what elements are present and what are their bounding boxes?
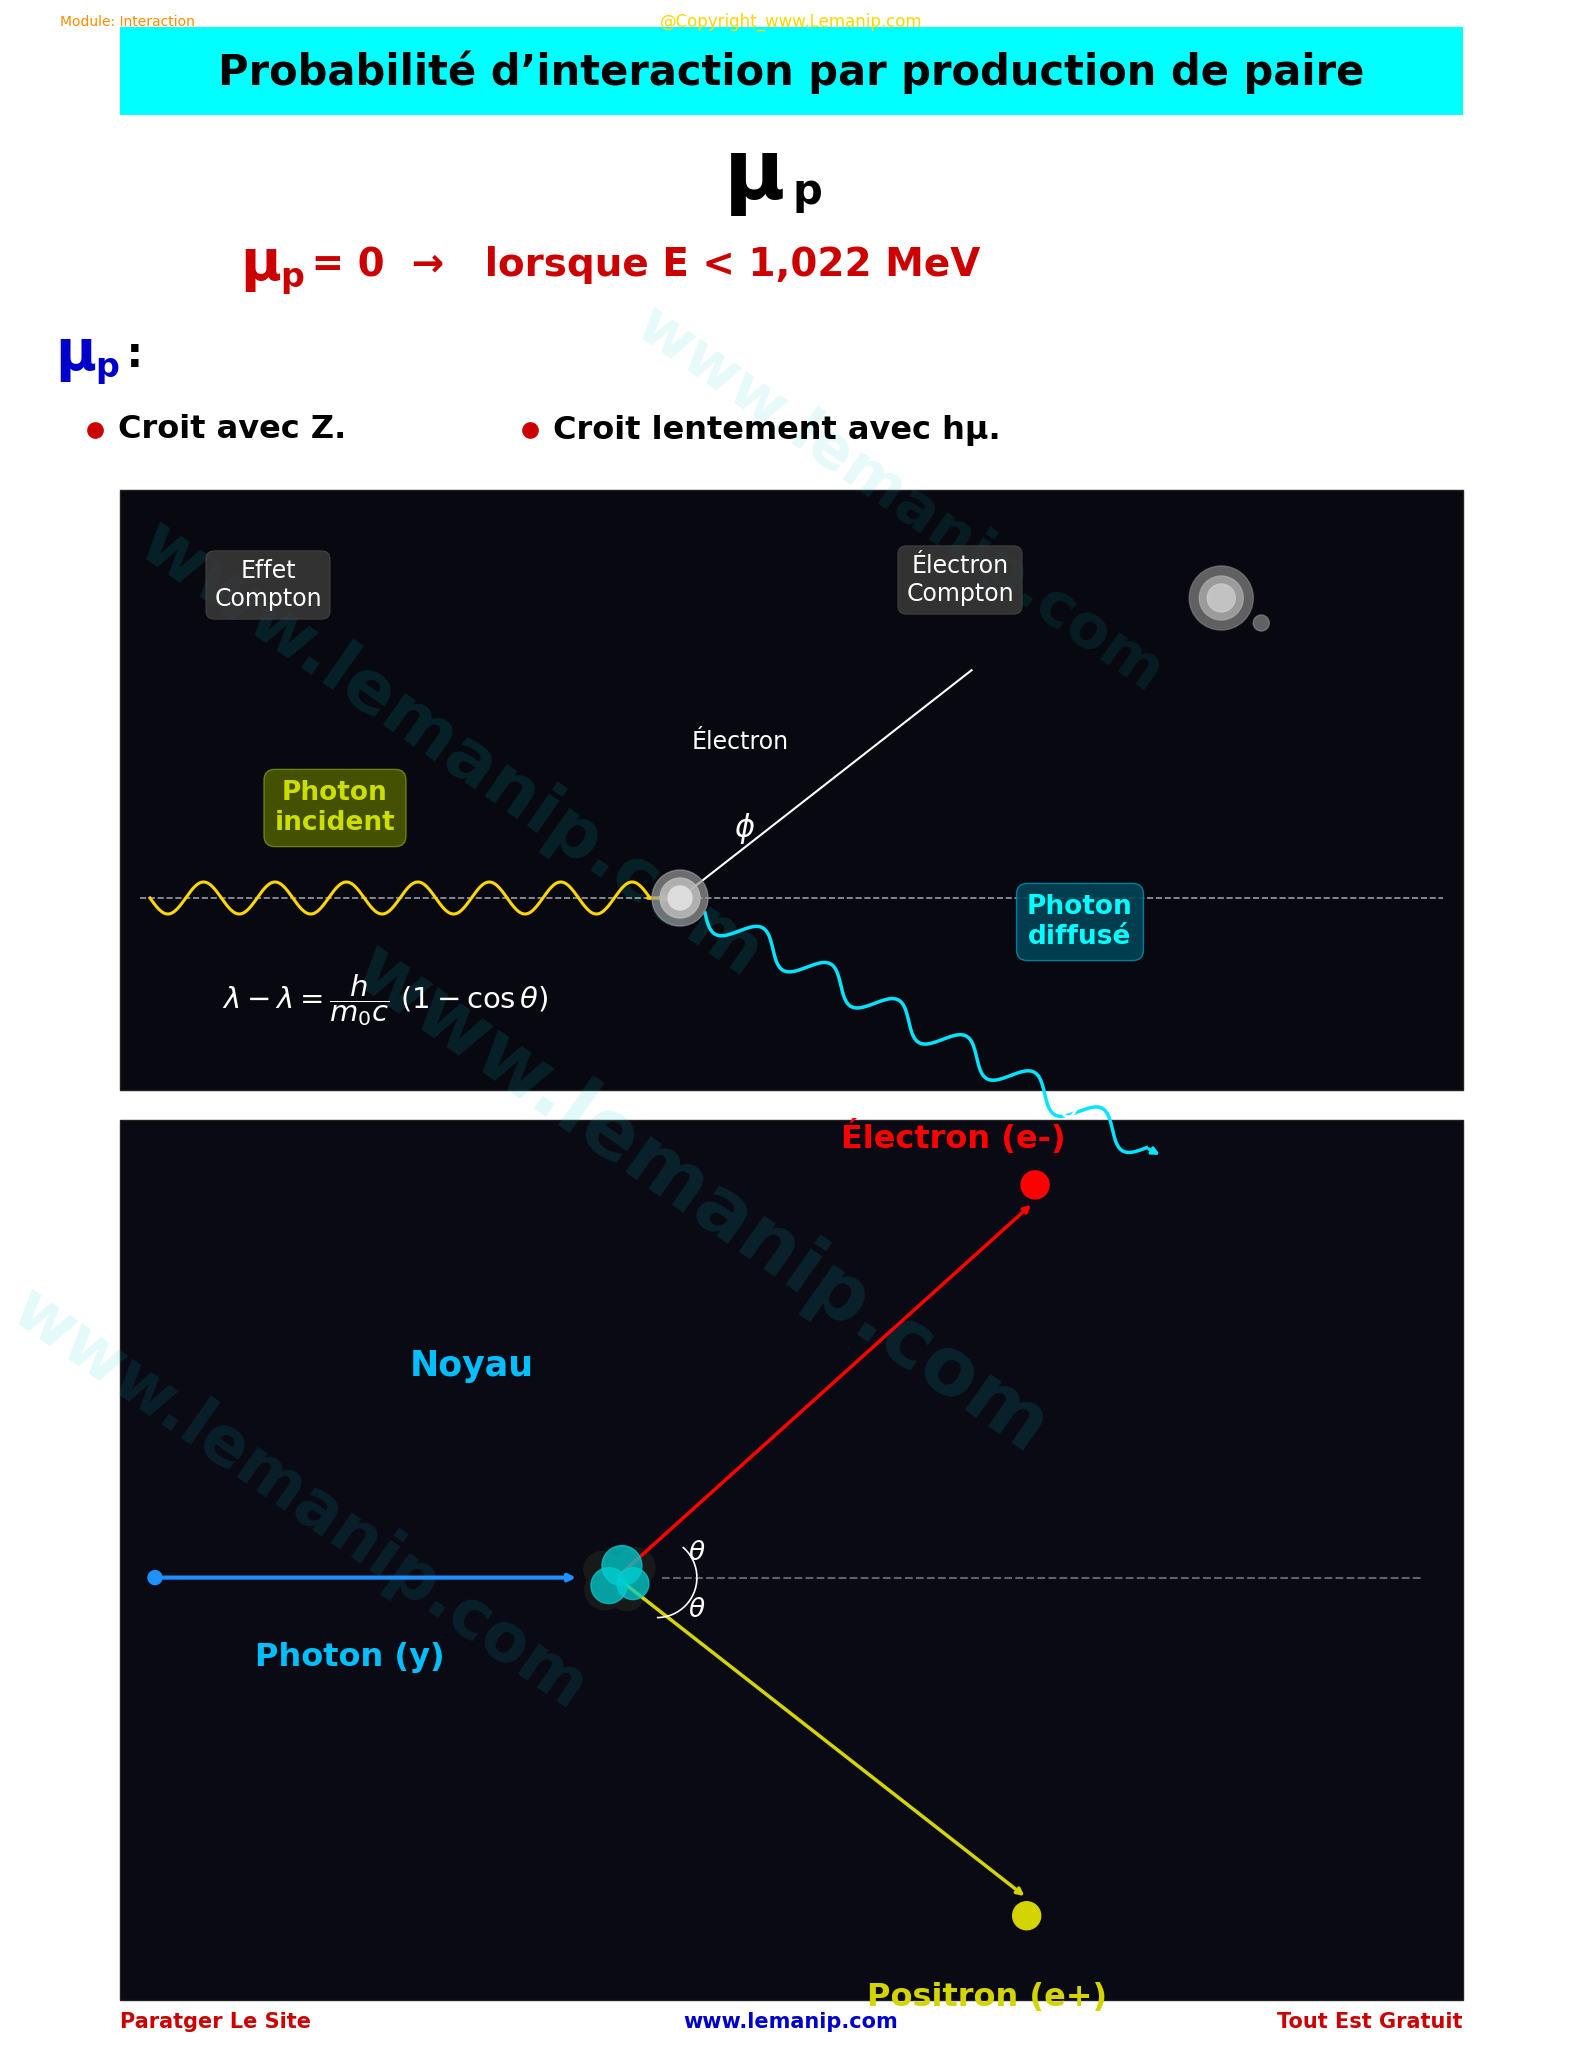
Text: p: p (280, 262, 304, 295)
Text: Tout Est Gratuit: Tout Est Gratuit (1277, 2011, 1463, 2032)
Text: p: p (95, 352, 119, 385)
Text: Positron (e+): Positron (e+) (866, 1982, 1107, 2013)
Circle shape (617, 1567, 649, 1599)
Bar (120, 27, 1463, 115)
Text: = 0  →   lorsque E < 1,022 MeV: = 0 → lorsque E < 1,022 MeV (298, 246, 980, 285)
Bar (120, 1120, 1463, 2001)
Circle shape (660, 879, 700, 918)
Text: Photon
diffusé: Photon diffusé (1027, 895, 1133, 950)
Circle shape (584, 1552, 621, 1587)
Text: www.lemanip.com: www.lemanip.com (125, 508, 774, 991)
Circle shape (1021, 1171, 1050, 1198)
Text: $\phi$: $\phi$ (735, 811, 755, 846)
Text: @Copyright_www.Lemanip.com: @Copyright_www.Lemanip.com (660, 12, 923, 31)
Text: $\theta$: $\theta$ (689, 1597, 706, 1622)
Text: Noyau: Noyau (410, 1350, 533, 1382)
Circle shape (668, 887, 692, 909)
Bar (120, 489, 1463, 1090)
Circle shape (147, 1571, 161, 1585)
Circle shape (1254, 614, 1270, 631)
Text: www.lemanip.com: www.lemanip.com (625, 295, 1175, 705)
Text: $\theta$: $\theta$ (689, 1540, 706, 1565)
Circle shape (595, 1556, 640, 1599)
Circle shape (1013, 1903, 1040, 1929)
Circle shape (602, 1546, 643, 1585)
Text: p: p (793, 170, 823, 213)
Text: www.lemanip.com: www.lemanip.com (684, 2011, 899, 2032)
Text: :: : (112, 334, 142, 377)
Text: Électron (e-): Électron (e-) (841, 1120, 1065, 1155)
Text: $\lambda - \lambda = \dfrac{h}{m_0 c}\ (1 - \cos\theta)$: $\lambda - \lambda = \dfrac{h}{m_0 c}\ (… (222, 973, 548, 1028)
Text: Croit lentement avec hμ.: Croit lentement avec hμ. (552, 414, 1000, 446)
Text: www.lemanip.com: www.lemanip.com (337, 930, 1062, 1470)
Text: Effet
Compton: Effet Compton (214, 559, 321, 610)
Text: Électron: Électron (692, 729, 788, 754)
Text: $\theta$: $\theta$ (1059, 1092, 1081, 1124)
Text: www.lemanip.com: www.lemanip.com (0, 1276, 600, 1724)
Text: Photon (y): Photon (y) (255, 1642, 445, 1673)
Circle shape (1208, 584, 1235, 612)
Circle shape (614, 1548, 655, 1587)
Text: μ: μ (725, 135, 785, 215)
Text: μ: μ (241, 238, 280, 293)
Text: Module: Interaction: Module: Interaction (60, 14, 195, 29)
Circle shape (652, 870, 708, 926)
Text: Électron
Compton: Électron Compton (905, 555, 1013, 606)
Text: μ: μ (55, 328, 97, 383)
Text: Croit avec Z.: Croit avec Z. (119, 414, 347, 446)
Text: Photon
incident: Photon incident (274, 780, 396, 836)
Text: Paratger Le Site: Paratger Le Site (120, 2011, 310, 2032)
Circle shape (1189, 565, 1254, 631)
Circle shape (590, 1567, 627, 1604)
Circle shape (584, 1569, 625, 1610)
Circle shape (609, 1575, 644, 1610)
Circle shape (1200, 575, 1243, 621)
Text: Probabilité d’interaction par production de paire: Probabilité d’interaction par production… (218, 51, 1365, 94)
